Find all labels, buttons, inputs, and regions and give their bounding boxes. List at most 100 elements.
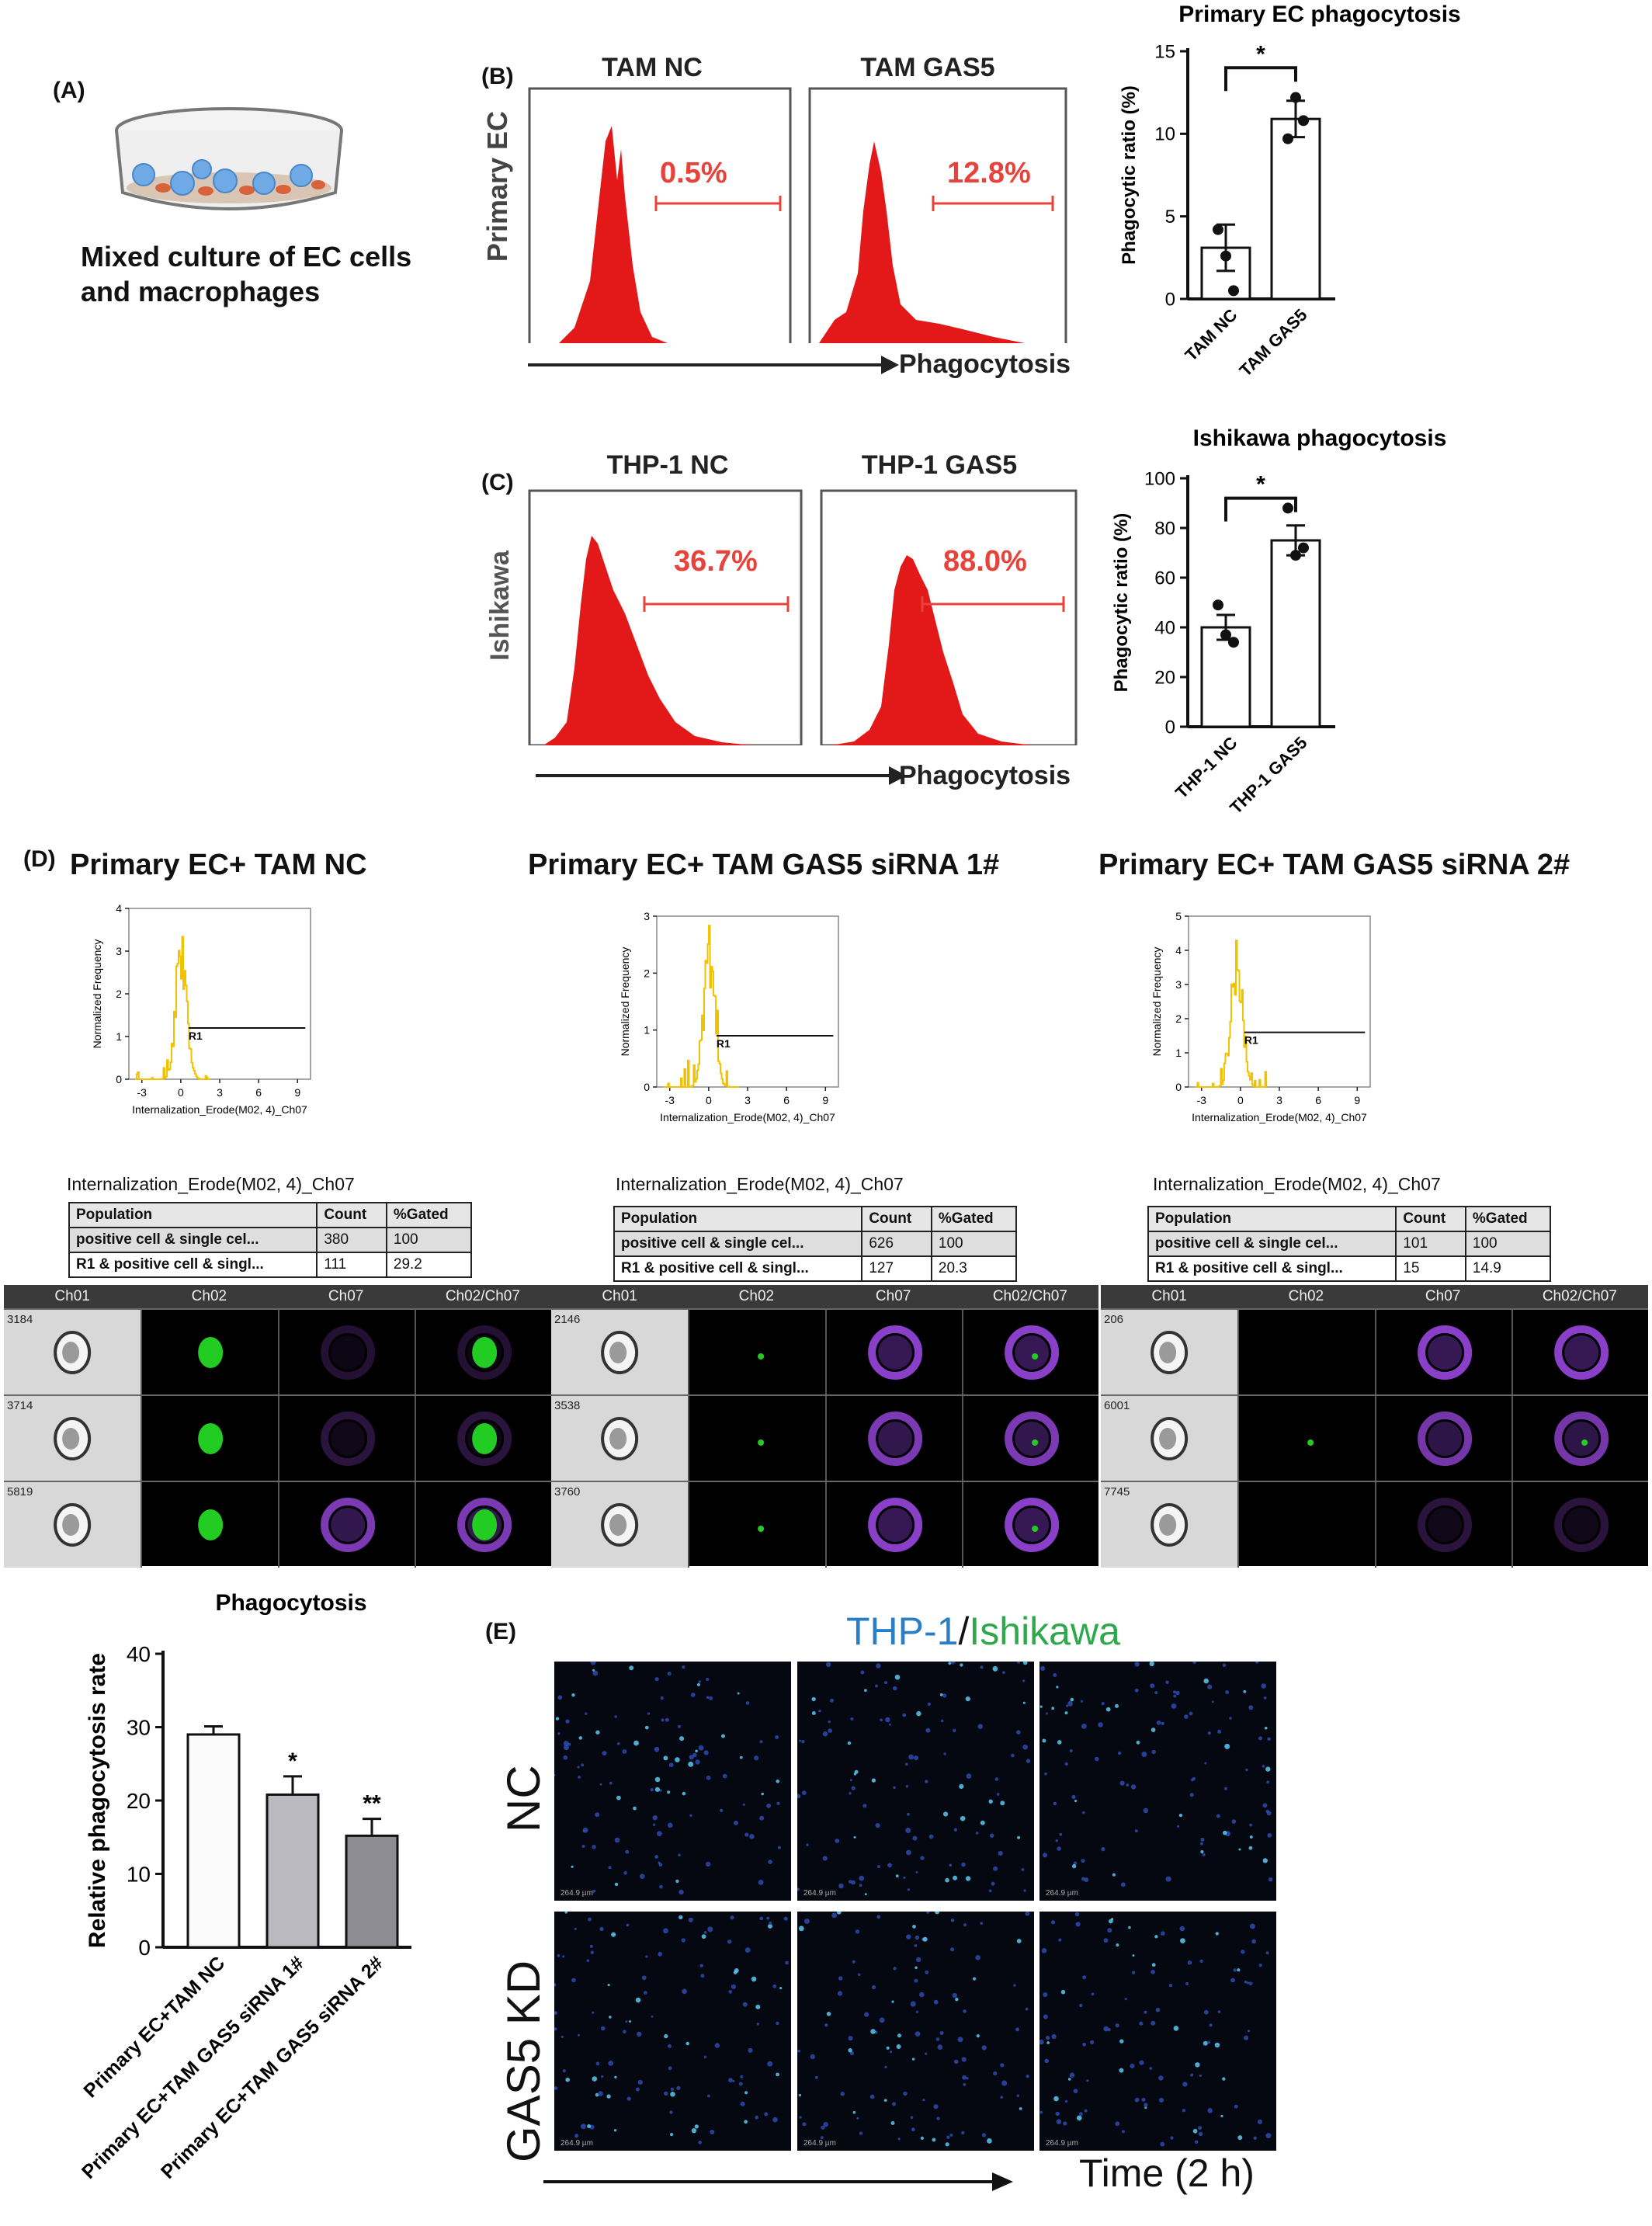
population-table-sirna1: Population Count %Gated positive cell & si… bbox=[613, 1206, 1018, 1282]
bar bbox=[266, 1793, 320, 1949]
ch02-image bbox=[688, 1396, 826, 1481]
x-tick-label: THP-1 NC bbox=[1171, 733, 1241, 802]
channel-label: Ch02/Ch07 bbox=[1542, 1288, 1617, 1304]
culture-caption-line2: and macrophages bbox=[81, 276, 321, 307]
x-tick-label: 6 bbox=[783, 1094, 790, 1106]
table-cell: R1 & positive cell & singl... bbox=[68, 1252, 318, 1278]
panel-e-row-nc: NC bbox=[498, 1765, 550, 1832]
y-axis-label: Phagocytic ratio (%) bbox=[1119, 85, 1140, 265]
y-tick-label: 1 bbox=[1175, 1047, 1182, 1059]
table-cell: 127 bbox=[861, 1255, 932, 1282]
y-tick-label: 80 bbox=[1154, 518, 1175, 539]
channel-label: Ch01 bbox=[602, 1288, 637, 1304]
cell-image-row: 3538 bbox=[551, 1394, 1098, 1481]
flow-b-gate2-value: 12.8% bbox=[947, 157, 1031, 189]
gate-label: R1 bbox=[1244, 1034, 1258, 1047]
flow-b-col2-title: TAM GAS5 bbox=[860, 53, 995, 82]
table-header: %Gated bbox=[1464, 1206, 1552, 1232]
table-header: %Gated bbox=[385, 1202, 473, 1228]
x-axis-label: Internalization_Erode(M02, 4)_Ch07 bbox=[1192, 1111, 1367, 1123]
time-label: Time (2 h) bbox=[1079, 2151, 1255, 2195]
ch07-image bbox=[1374, 1482, 1513, 1568]
cell-image-row: 3184 bbox=[4, 1308, 551, 1395]
x-tick-label: 6 bbox=[255, 1086, 262, 1099]
flow-c-gate1-value: 36.7% bbox=[674, 545, 758, 578]
merge-image bbox=[414, 1310, 553, 1395]
table-header: %Gated bbox=[930, 1206, 1018, 1232]
data-point bbox=[1213, 599, 1223, 611]
significance-mark: * bbox=[1256, 472, 1265, 498]
y-tick-label: 5 bbox=[1165, 207, 1175, 227]
y-tick-label: 2 bbox=[644, 967, 650, 979]
bar bbox=[1200, 626, 1251, 728]
table-header: Count bbox=[861, 1206, 932, 1232]
flow-b-gate1-value: 0.5% bbox=[660, 157, 727, 189]
x-tick-label: -3 bbox=[137, 1086, 147, 1099]
ch07-image bbox=[824, 1310, 963, 1395]
table-cell: positive cell & single cel... bbox=[68, 1227, 318, 1253]
table-cell: 100 bbox=[1464, 1231, 1552, 1257]
merge-image bbox=[414, 1482, 553, 1568]
bar bbox=[1270, 117, 1321, 300]
channel-header: Ch01 Ch02 Ch07 Ch02/Ch07 bbox=[551, 1285, 1098, 1308]
merge-image bbox=[961, 1310, 1100, 1395]
fluorescence-micrograph: 264.9 µm bbox=[553, 1659, 791, 1901]
y-tick-label: 0 bbox=[1165, 289, 1175, 310]
significance-mark: ** bbox=[363, 1791, 381, 1817]
panel-e-row-gas5kd: GAS5 KD bbox=[498, 1960, 550, 2162]
x-tick-label: TAM GAS5 bbox=[1236, 305, 1311, 380]
time-arrow bbox=[543, 2172, 1013, 2191]
merge-image bbox=[1511, 1482, 1650, 1568]
y-tick-label: 20 bbox=[1154, 667, 1175, 688]
table-cell: 626 bbox=[861, 1231, 932, 1257]
brightfield-image bbox=[1101, 1310, 1238, 1395]
cell-image-row: 206 bbox=[1101, 1308, 1648, 1395]
y-tick-label: 20 bbox=[127, 1789, 151, 1813]
channel-label: Ch07 bbox=[328, 1288, 364, 1304]
cell-id: 3538 bbox=[554, 1399, 581, 1412]
x-tick-label: 9 bbox=[1354, 1094, 1360, 1106]
flow-histogram-b bbox=[528, 87, 1067, 343]
x-tick-label: -3 bbox=[1196, 1094, 1206, 1106]
data-point bbox=[1298, 542, 1309, 554]
table-header: Population bbox=[613, 1206, 863, 1232]
y-axis-label: Relative phagocytosis rate bbox=[85, 1653, 110, 1948]
y-tick-label: 40 bbox=[1154, 617, 1175, 638]
table-header: Population bbox=[1147, 1206, 1397, 1232]
x-tick-label: 3 bbox=[217, 1086, 223, 1099]
merge-image bbox=[1511, 1310, 1650, 1395]
brightfield-image bbox=[4, 1482, 141, 1568]
cell-image-strip-sirna1: Ch01 Ch02 Ch07 Ch02/Ch07 2146 3538 3760 bbox=[551, 1285, 1100, 1568]
cell-id: 6001 bbox=[1104, 1399, 1130, 1412]
significance-mark: * bbox=[1256, 41, 1265, 67]
y-tick-label: 15 bbox=[1154, 41, 1175, 62]
fluorescence-micrograph: 264.9 µm bbox=[1039, 1660, 1276, 1901]
y-axis-label: Normalized Frequency bbox=[91, 939, 103, 1049]
plot-frame bbox=[128, 908, 311, 1080]
y-tick-label: 2 bbox=[1175, 1012, 1182, 1025]
table-cell: R1 & positive cell & singl... bbox=[1147, 1255, 1397, 1282]
table-header: Population bbox=[68, 1202, 318, 1228]
imagestream-histogram-sirna1: 0 1 2 3 -3 0 3 6 9 R1 Normalized Frequency Internal… bbox=[619, 910, 839, 1123]
x-tick-label: 3 bbox=[1276, 1094, 1282, 1106]
flow-c-axis-arrow bbox=[536, 766, 907, 785]
merge-image bbox=[961, 1396, 1100, 1481]
flow-c-col2-title: THP-1 GAS5 bbox=[861, 450, 1018, 480]
cell-image-row: 3714 bbox=[4, 1394, 551, 1481]
data-point bbox=[1220, 629, 1231, 641]
panel-label-a: (A) bbox=[53, 78, 85, 103]
brightfield-image bbox=[4, 1396, 141, 1481]
table-header: Count bbox=[1395, 1206, 1466, 1232]
chart-title: Phagocytosis bbox=[215, 1590, 366, 1616]
ch02-image bbox=[141, 1396, 279, 1481]
brightfield-image bbox=[1101, 1396, 1238, 1481]
channel-label: Ch07 bbox=[875, 1288, 911, 1304]
cell-id: 5819 bbox=[7, 1485, 33, 1498]
ch07-image bbox=[277, 1396, 416, 1481]
table-cell: 100 bbox=[385, 1227, 473, 1253]
flow-b-row-label: Primary EC bbox=[481, 110, 513, 262]
cell-image-row: 6001 bbox=[1101, 1394, 1648, 1481]
chart-title: Primary EC phagocytosis bbox=[1178, 2, 1460, 27]
ch07-image bbox=[1374, 1396, 1513, 1481]
significance-bracket bbox=[1224, 496, 1297, 522]
